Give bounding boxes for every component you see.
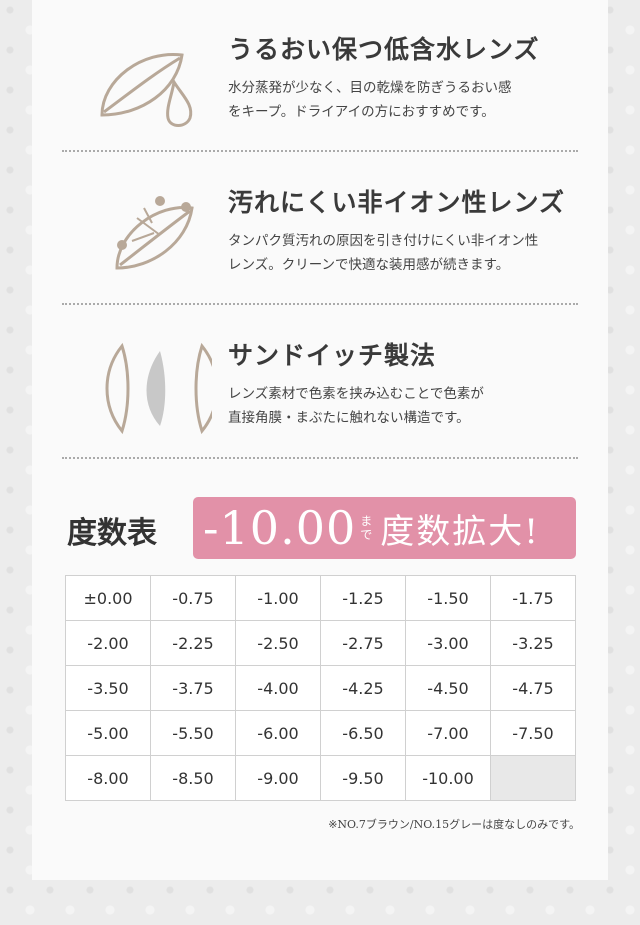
power-cell: -9.50 [320,755,406,801]
power-table: ±0.00 -0.75 -1.00 -1.25 -1.50 -1.75 -2.00 -2.25… [65,575,576,801]
power-cell: -10.00 [405,755,491,801]
power-cell: -8.50 [150,755,236,801]
power-cell: -0.75 [150,575,236,621]
power-cell: -1.75 [490,575,576,621]
lens-sandwich-icon [105,342,212,435]
feature-non-ionic: 汚れにくい非イオン性レンズ タンパク質汚れの原因を引き付けにくい非イオン性 レンズ… [32,153,608,303]
power-cell: -3.00 [405,620,491,666]
lens-dirt-repel-icon [115,196,194,270]
power-cell: -2.25 [150,620,236,666]
power-cell: -1.25 [320,575,406,621]
power-cell: -5.00 [65,710,151,756]
power-cell: -1.00 [235,575,321,621]
power-cell: -7.00 [405,710,491,756]
divider [62,150,578,152]
power-range-banner: -10.00 まで 度数拡大! [193,497,576,559]
table-row: -8.00 -8.50 -9.00 -9.50 -10.00 [65,755,576,801]
table-row: -3.50 -3.75 -4.00 -4.25 -4.50 -4.75 [65,665,576,711]
power-cell: -2.50 [235,620,321,666]
divider [62,457,578,459]
power-cell: -3.25 [490,620,576,666]
power-cell: -9.00 [235,755,321,801]
power-cell: -3.75 [150,665,236,711]
feature-low-water: うるおい保つ低含水レンズ 水分蒸発が少なく、目の乾燥を防ぎうるおい感 をキープ。ド… [32,0,608,150]
lens-droplet-icon [100,52,193,127]
power-cell: -3.50 [65,665,151,711]
power-note: ※NO.7ブラウン/NO.15グレーは度なしのみです。 [328,818,580,831]
power-cell: -4.75 [490,665,576,711]
table-row: -5.00 -5.50 -6.00 -6.50 -7.00 -7.50 [65,710,576,756]
power-cell: -7.50 [490,710,576,756]
feature-desc: タンパク質汚れの原因を引き付けにくい非イオン性 レンズ。クリーンで快適な装用感が続… [228,233,539,273]
feature-desc: 水分蒸発が少なく、目の乾燥を防ぎうるおい感 をキープ。ドライアイの方におすすめです… [228,80,512,120]
table-row: ±0.00 -0.75 -1.00 -1.25 -1.50 -1.75 [65,575,576,621]
power-cell: -2.00 [65,620,151,666]
feature-desc: レンズ素材で色素を挟み込むことで色素が 直接角膜・まぶたに触れない構造です。 [228,386,484,426]
feature-title: サンドイッチ製法 [228,341,437,370]
power-cell: -1.50 [405,575,491,621]
table-row: -2.00 -2.25 -2.50 -2.75 -3.00 -3.25 [65,620,576,666]
feature-sandwich: サンドイッチ製法 レンズ素材で色素を挟み込むことで色素が 直接角膜・まぶたに触れな… [32,306,608,456]
power-cell [490,755,576,801]
power-cell: ±0.00 [65,575,151,621]
power-cell: -4.50 [405,665,491,711]
power-cell: -4.25 [320,665,406,711]
power-table-title: 度数表 [67,516,157,551]
power-cell: -8.00 [65,755,151,801]
feature-title: うるおい保つ低含水レンズ [228,35,540,64]
divider [62,303,578,305]
power-cell: -5.50 [150,710,236,756]
power-cell: -6.50 [320,710,406,756]
power-cell: -4.00 [235,665,321,711]
feature-title: 汚れにくい非イオン性レンズ [228,188,566,217]
power-cell: -6.00 [235,710,321,756]
power-cell: -2.75 [320,620,406,666]
